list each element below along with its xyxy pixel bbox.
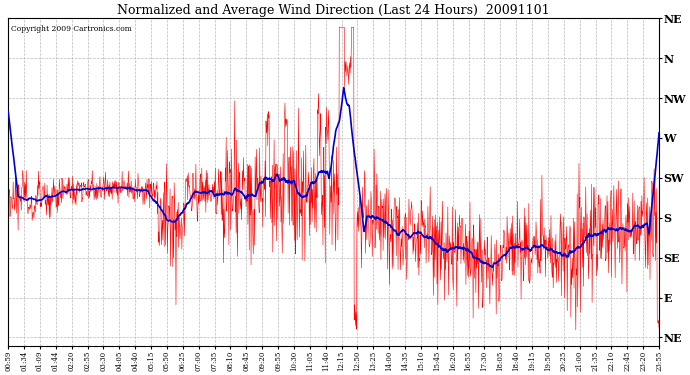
- Text: Copyright 2009 Cartronics.com: Copyright 2009 Cartronics.com: [12, 25, 132, 33]
- Title: Normalized and Average Wind Direction (Last 24 Hours)  20091101: Normalized and Average Wind Direction (L…: [117, 4, 550, 17]
